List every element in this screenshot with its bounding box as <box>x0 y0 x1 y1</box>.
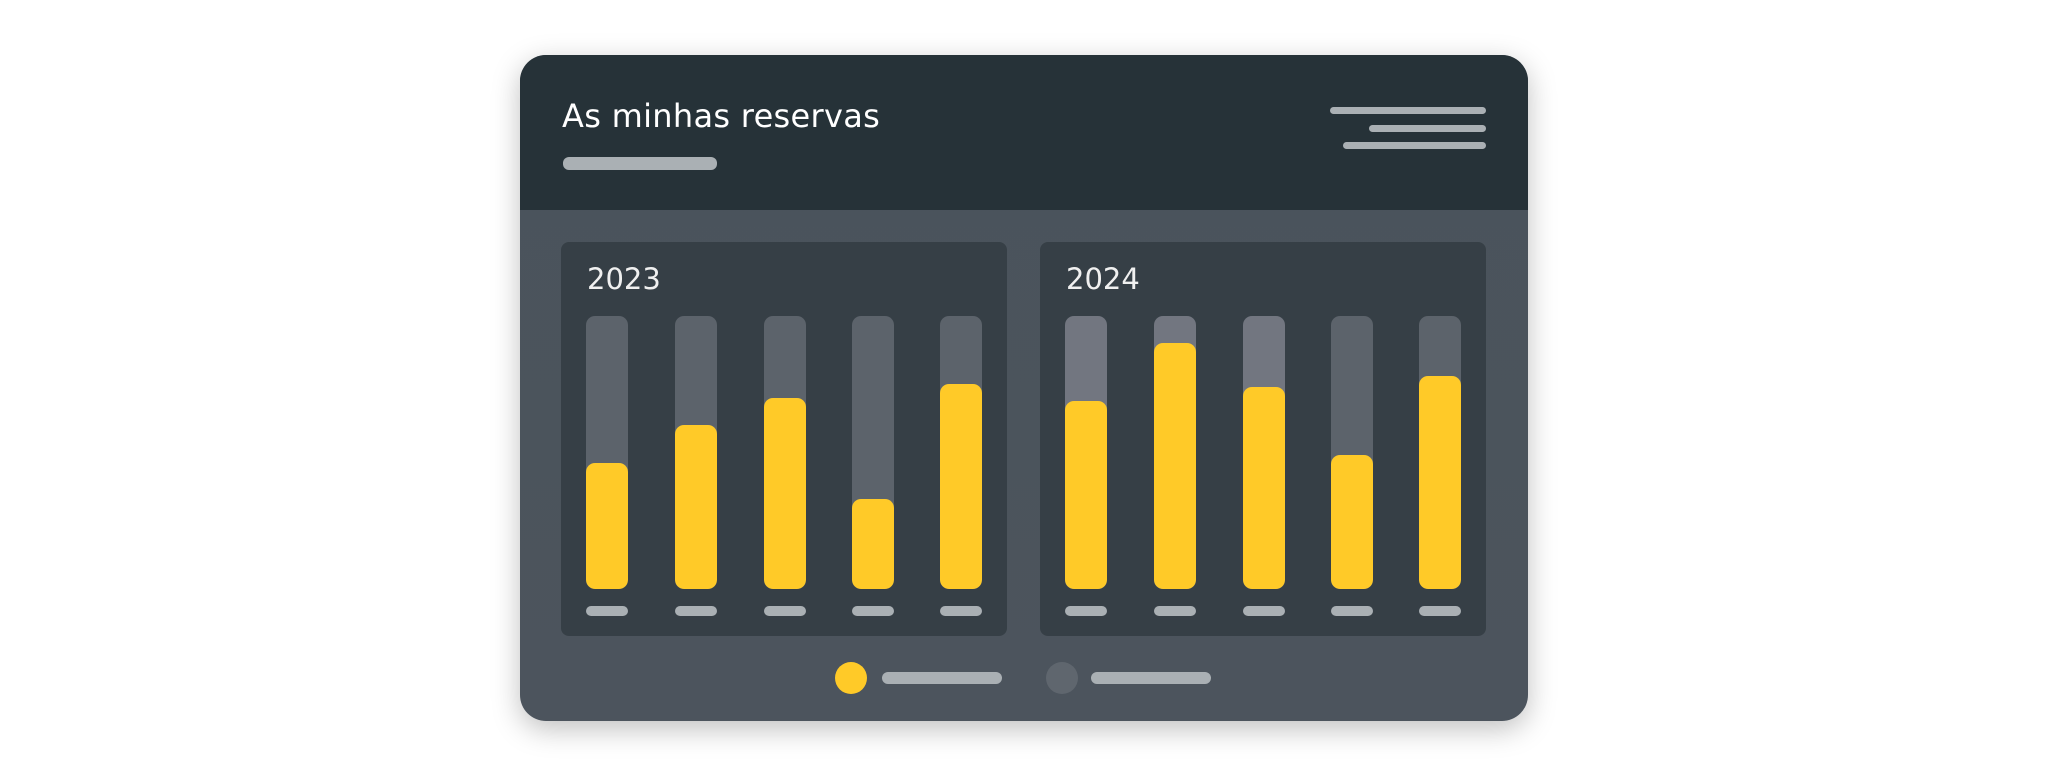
x-tick-label-placeholder <box>1065 606 1107 616</box>
bar-track <box>675 316 717 589</box>
bar-track <box>586 316 628 589</box>
chart-panel-2023: 2023 <box>561 242 1007 636</box>
legend-dot-yellow <box>835 662 867 694</box>
x-tick-label-placeholder <box>1243 606 1285 616</box>
subtitle-placeholder <box>563 157 717 170</box>
bar-track <box>1419 316 1461 589</box>
chart-panel-2024: 2024 <box>1040 242 1486 636</box>
bar-track <box>1243 316 1285 589</box>
bar <box>675 425 717 589</box>
x-tick-label-placeholder <box>764 606 806 616</box>
bar <box>940 384 982 589</box>
card-header: As minhas reservas <box>520 55 1528 210</box>
bar <box>1154 343 1196 589</box>
bar-track <box>940 316 982 589</box>
bar <box>764 397 806 589</box>
bar-track <box>764 316 806 589</box>
x-tick-label-placeholder <box>940 606 982 616</box>
x-tick-label-placeholder <box>1331 606 1373 616</box>
bar <box>1331 455 1373 589</box>
bar <box>1419 376 1461 589</box>
x-tick-label-placeholder <box>586 606 628 616</box>
bar-track <box>852 316 894 589</box>
x-tick-label-placeholder <box>675 606 717 616</box>
header-line-placeholder <box>1330 107 1486 114</box>
year-label: 2023 <box>587 262 661 296</box>
bar <box>852 498 894 589</box>
card-title: As minhas reservas <box>562 97 881 135</box>
header-line-placeholder <box>1369 125 1486 132</box>
header-line-placeholder <box>1343 142 1486 149</box>
x-tick-label-placeholder <box>1154 606 1196 616</box>
bar-track <box>1065 316 1107 589</box>
legend-dot-gray <box>1046 662 1078 694</box>
bar-track <box>1331 316 1373 589</box>
bar-track <box>1154 316 1196 589</box>
x-tick-label-placeholder <box>1419 606 1461 616</box>
bar <box>1065 400 1107 589</box>
legend-label-placeholder <box>882 672 1002 684</box>
year-label: 2024 <box>1066 262 1140 296</box>
bar <box>1243 386 1285 589</box>
bar <box>586 463 628 589</box>
x-tick-label-placeholder <box>852 606 894 616</box>
bookings-card: As minhas reservas 2023 2024 <box>520 55 1528 721</box>
legend-label-placeholder <box>1091 672 1211 684</box>
